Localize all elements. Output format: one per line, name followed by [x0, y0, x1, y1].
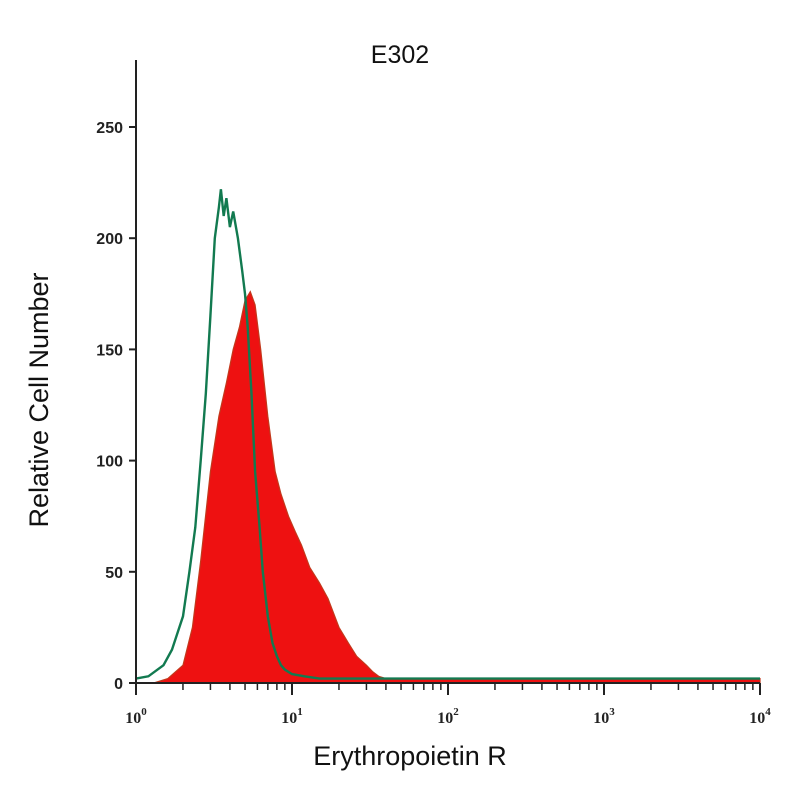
y-tick-label: 50: [105, 565, 123, 582]
x-tick-label: 101: [281, 706, 303, 727]
chart-title: E302: [371, 41, 429, 69]
x-tick-label: 104: [749, 706, 771, 727]
y-tick-label: 150: [96, 342, 123, 359]
x-tick-label: 102: [437, 706, 459, 727]
plot-area: [135, 189, 761, 684]
x-tick-label: 103: [593, 706, 615, 727]
y-tick-label: 0: [114, 676, 123, 693]
y-axis-title: Relative Cell Number: [24, 272, 54, 527]
series-1-outline: [135, 189, 760, 680]
y-tick-label: 100: [96, 454, 123, 471]
y-tick-label: 200: [96, 231, 123, 248]
x-axis-title: Erythropoietin R: [313, 741, 507, 771]
x-axis-ticks: 100 101 102 103 104: [125, 683, 771, 727]
y-tick-label: 250: [96, 120, 123, 137]
y-axis-ticks: 0 50 100 150 200 250: [96, 120, 136, 693]
series-0-fill: [136, 290, 761, 684]
x-tick-label: 100: [125, 706, 147, 727]
